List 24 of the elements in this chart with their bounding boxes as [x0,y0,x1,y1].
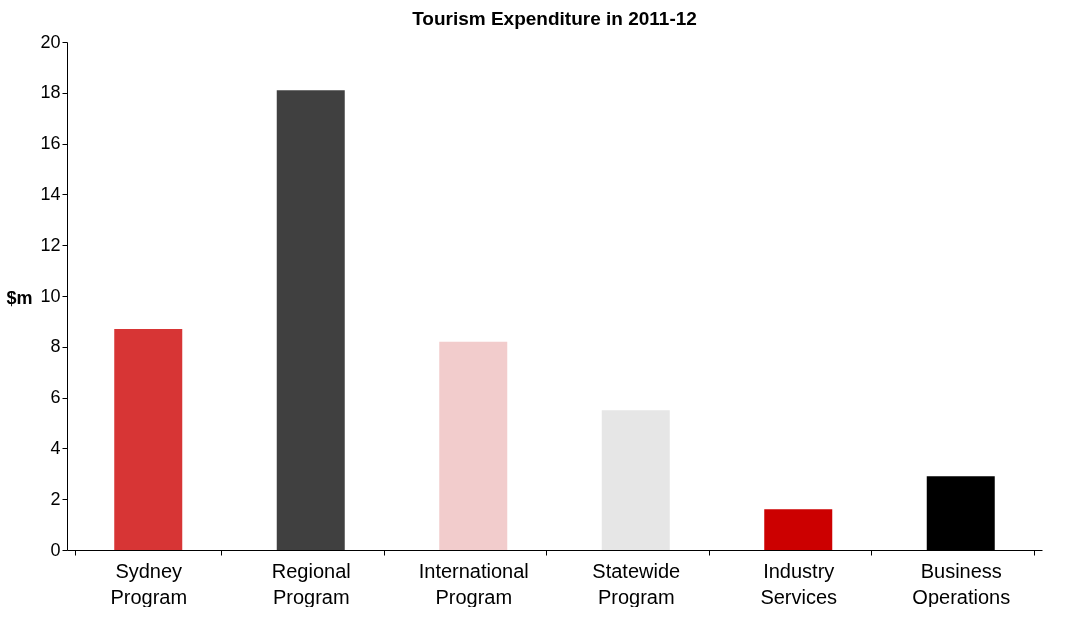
bar [764,509,833,550]
y-tick-label: 10 [40,285,61,306]
chart-title: Tourism Expenditure in 2011-12 [412,8,697,29]
y-tick-label: 18 [40,82,61,103]
y-tick-label: 0 [50,539,61,560]
y-tick-label: 16 [40,133,61,154]
bar [439,341,508,550]
y-tick-label: 20 [40,31,61,52]
y-tick-label: 6 [50,387,61,408]
x-tick-label: International Program [418,559,529,608]
bar [601,410,670,550]
x-tick-label: Business Operations [912,559,1011,608]
y-tick-label: 4 [50,437,61,458]
x-tick-label: Regional Program [271,559,351,608]
y-tick-label: 14 [40,183,61,204]
y-tick-label: 2 [50,488,61,509]
x-tick-label: Sydney Program [110,559,188,608]
x-tick-label: Industry Services [760,559,838,608]
y-axis-title: $m [6,287,33,308]
x-tick-label: Statewide Program [592,559,681,608]
y-tick-label: 12 [40,234,61,255]
y-tick-label: 8 [50,336,61,357]
bar [114,329,183,550]
bar [276,90,345,550]
